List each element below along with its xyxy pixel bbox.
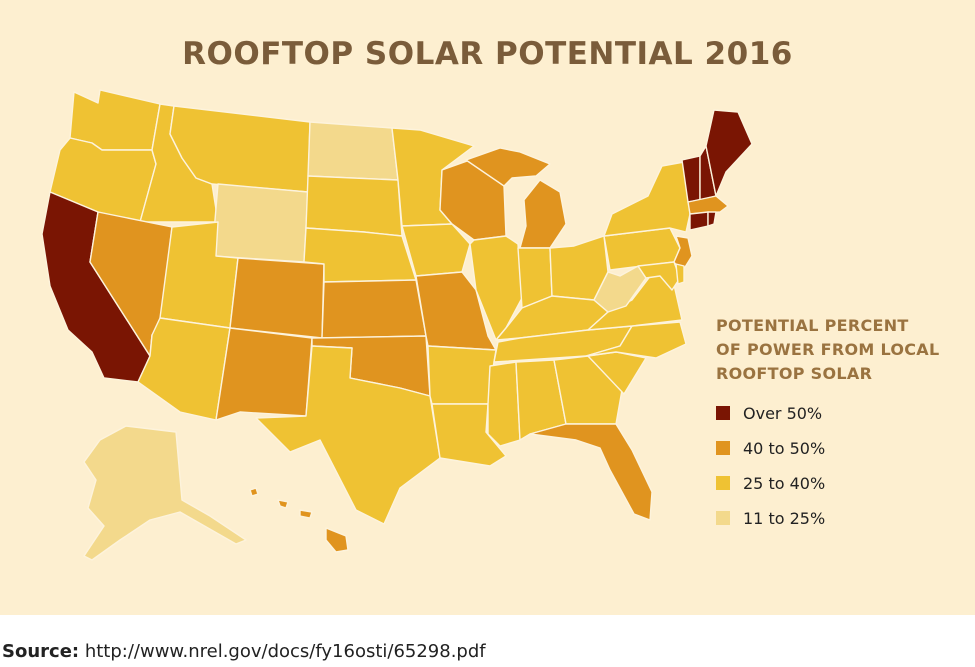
legend-label: 25 to 40% bbox=[743, 473, 826, 493]
legend-title-line: POTENTIAL PERCENT bbox=[716, 316, 909, 335]
state-alaska[interactable] bbox=[83, 425, 247, 561]
state-iowa[interactable] bbox=[401, 223, 471, 277]
state-north-dakota[interactable] bbox=[307, 121, 399, 181]
state-hawaii[interactable] bbox=[249, 487, 349, 553]
legend-swatch bbox=[716, 441, 730, 455]
legend-swatch bbox=[716, 476, 730, 490]
legend-swatch bbox=[716, 511, 730, 525]
state-maryland[interactable] bbox=[637, 261, 681, 291]
source-line: Source: http://www.nrel.gov/docs/fy16ost… bbox=[2, 641, 486, 662]
legend-item-25-to-40: 25 to 40% bbox=[716, 472, 825, 494]
state-south-dakota[interactable] bbox=[305, 175, 403, 237]
legend-item-11-to-25: 11 to 25% bbox=[716, 507, 825, 529]
state-new-mexico[interactable] bbox=[215, 327, 313, 421]
state-kansas[interactable] bbox=[321, 279, 427, 339]
state-michigan[interactable] bbox=[465, 147, 567, 249]
legend-label: 40 to 50% bbox=[743, 438, 826, 458]
legend-title-line: OF POWER FROM LOCAL bbox=[716, 340, 940, 359]
legend-label: Over 50% bbox=[743, 403, 823, 423]
state-connecticut[interactable] bbox=[689, 211, 709, 231]
state-arkansas[interactable] bbox=[427, 345, 497, 405]
legend-title-line: ROOFTOP SOLAR bbox=[716, 364, 873, 383]
state-colorado[interactable] bbox=[229, 257, 325, 339]
legend-title: POTENTIAL PERCENT OF POWER FROM LOCAL RO… bbox=[716, 314, 956, 386]
state-rhode-island[interactable] bbox=[707, 211, 717, 227]
state-wyoming[interactable] bbox=[211, 183, 309, 263]
state-florida[interactable] bbox=[529, 423, 653, 521]
source-label: Source: bbox=[2, 641, 80, 662]
source-url[interactable]: http://www.nrel.gov/docs/fy16osti/65298.… bbox=[84, 641, 486, 662]
legend-label: 11 to 25% bbox=[743, 508, 826, 528]
state-new-york[interactable] bbox=[603, 161, 691, 237]
state-mississippi[interactable] bbox=[487, 361, 521, 447]
map-title: ROOFTOP SOLAR POTENTIAL 2016 bbox=[182, 36, 793, 72]
legend-item-40-to-50: 40 to 50% bbox=[716, 437, 825, 459]
state-maine[interactable] bbox=[705, 109, 753, 197]
legend-item-over-50: Over 50% bbox=[716, 402, 822, 424]
state-massachusetts[interactable] bbox=[687, 195, 729, 215]
legend-swatch bbox=[716, 406, 730, 420]
state-texas[interactable] bbox=[255, 345, 441, 525]
state-north-carolina[interactable] bbox=[585, 321, 687, 359]
state-delaware[interactable] bbox=[675, 263, 685, 285]
us-map bbox=[41, 89, 753, 561]
